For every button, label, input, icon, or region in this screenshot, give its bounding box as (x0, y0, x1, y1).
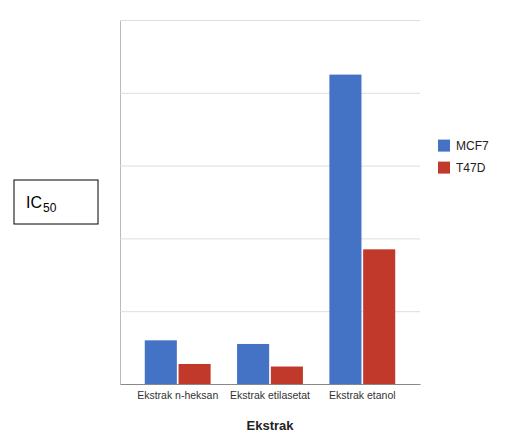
legend-label: MCF7 (456, 139, 489, 153)
tick (120, 93, 420, 94)
annotation-box: IC50 (14, 180, 98, 224)
bar (271, 367, 303, 384)
chart-container: Ekstrak n-heksan Ekstrak etilasetat Ekstra… (0, 0, 520, 448)
legend-swatch (438, 140, 450, 152)
chart: Ekstrak n-heksan Ekstrak etilasetat Ekstra… (0, 0, 520, 448)
tick: Ekstrak etanol (329, 389, 396, 401)
tick (120, 166, 420, 167)
tick (120, 384, 420, 385)
bar (363, 249, 395, 384)
tick-label: Ekstrak etilasetat (230, 389, 310, 401)
grid-line (120, 384, 420, 385)
legend-item: MCF7 (438, 139, 489, 153)
tick (120, 20, 420, 21)
tick-label: Ekstrak etanol (329, 389, 396, 401)
bar-series (145, 75, 362, 384)
x-axis: Ekstrak n-heksan Ekstrak etilasetat Ekstra… (121, 385, 421, 402)
bar (179, 364, 211, 384)
y-axis (120, 21, 420, 385)
grid-line (120, 20, 420, 21)
grid-line (120, 166, 420, 167)
bar (237, 344, 269, 384)
annotation: IC (26, 194, 42, 211)
tick (120, 238, 420, 239)
x-label: Ekstrak (247, 418, 295, 433)
tick: Ekstrak n-heksan (137, 389, 218, 401)
bar (329, 75, 361, 384)
bars (145, 75, 395, 384)
legend-item: T47D (438, 161, 486, 175)
axis-line (120, 21, 121, 385)
plot: Ekstrak n-heksan Ekstrak etilasetat Ekstra… (120, 21, 421, 434)
bar (145, 340, 177, 384)
tick: Ekstrak etilasetat (230, 389, 310, 401)
axis-line (121, 384, 421, 385)
legend-label: T47D (456, 161, 486, 175)
legend-swatch (438, 162, 450, 174)
grid-line (120, 93, 420, 94)
bar-series (179, 249, 396, 384)
annotation: 50 (43, 201, 57, 215)
legend: MCF7 T47D (438, 139, 489, 175)
annotation-frame (14, 180, 98, 224)
grid-line (120, 238, 420, 239)
tick-label: Ekstrak n-heksan (137, 389, 218, 401)
